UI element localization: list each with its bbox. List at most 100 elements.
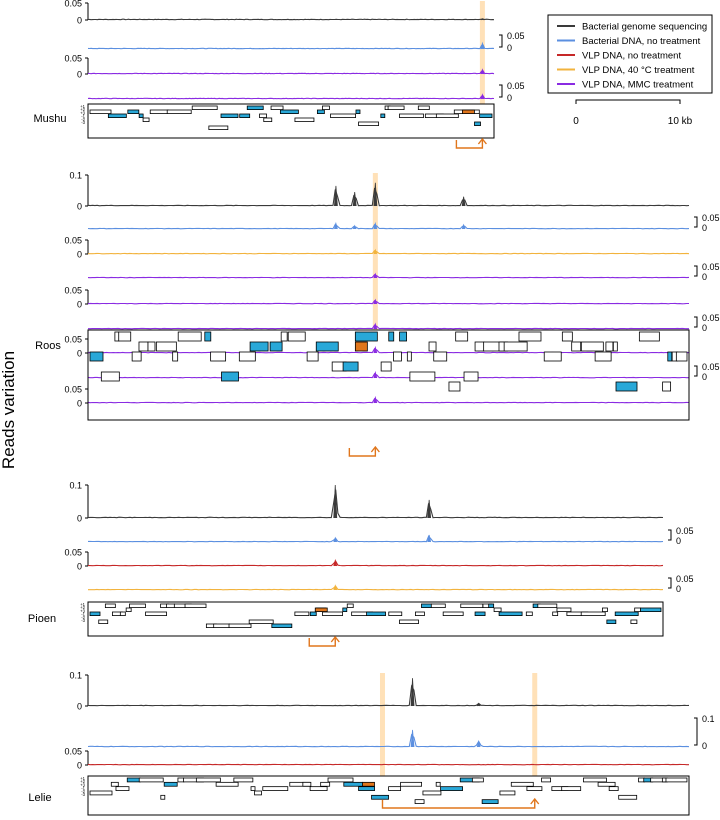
- gene-box: [471, 777, 484, 783]
- track-3: 0.05 0: [64, 747, 689, 771]
- gene-box: [510, 781, 534, 787]
- gene-box: [100, 371, 120, 382]
- gene-box: [327, 777, 354, 783]
- frame-label: +2: [80, 107, 85, 112]
- frame-label: -3: [81, 618, 85, 623]
- gene-box: [455, 331, 469, 342]
- scale-label-bottom: 0: [702, 372, 707, 382]
- gene-box: [366, 611, 386, 616]
- gene-box: [89, 351, 104, 362]
- gene-box: [543, 351, 562, 362]
- series-line: [88, 585, 664, 591]
- frame-label: +1: [80, 602, 85, 607]
- scale-bar-end-label: 10 kb: [668, 116, 693, 127]
- series-line: [88, 250, 690, 255]
- gene-box: [263, 117, 273, 122]
- track-scale-bracket: [694, 316, 698, 328]
- gene-box: [322, 611, 343, 616]
- gene-box: [435, 113, 459, 118]
- gene-box: [287, 331, 306, 342]
- gene-box: [322, 105, 330, 110]
- data-peak: [373, 370, 378, 379]
- series-line: [88, 535, 664, 543]
- track-1: 0.10: [69, 481, 664, 524]
- gene-box: [518, 331, 542, 342]
- gene-box: [320, 781, 331, 787]
- tick-label: 0.05: [64, 236, 82, 246]
- frame-label: -3: [81, 120, 85, 125]
- data-peak: [373, 322, 378, 330]
- gene-box: [675, 351, 688, 362]
- gene-box: [380, 361, 392, 372]
- gene-map-frame: [87, 775, 690, 816]
- data-peak: [480, 18, 485, 21]
- gene-box: [615, 381, 638, 392]
- gene-box: [213, 623, 231, 628]
- data-peak: [476, 702, 481, 707]
- arrow-head: [530, 797, 540, 805]
- gene-map: +1+2+3-1-2-3: [80, 775, 690, 816]
- gene-box: [594, 351, 612, 362]
- gene-box: [640, 607, 662, 612]
- track-scale-bracket: [694, 216, 698, 228]
- tick-label: 0: [77, 250, 82, 260]
- gene-box: [228, 623, 252, 628]
- data-peak: [480, 41, 485, 50]
- series-line: [87, 95, 495, 100]
- special-gene-box: [362, 781, 375, 787]
- tick-label: 0.05: [64, 548, 82, 558]
- data-peak: [333, 484, 338, 519]
- gene-box: [271, 623, 293, 628]
- gene-box: [149, 109, 169, 114]
- gene-box: [98, 619, 109, 624]
- gene-box: [481, 799, 499, 804]
- gene-box: [249, 341, 269, 352]
- frame-label: -2: [81, 117, 85, 122]
- scale-label-bottom: 0: [702, 272, 707, 282]
- gene-box: [474, 611, 486, 616]
- gene-box: [618, 794, 638, 800]
- gene-map: +1+2+3-1-2-3: [80, 601, 664, 647]
- gene-box: [131, 351, 142, 362]
- tick-label: 0.05: [64, 0, 82, 9]
- scale-label-bottom: 0: [676, 584, 681, 594]
- series-line: [87, 397, 690, 404]
- gene-box: [371, 794, 389, 800]
- gene-box: [306, 351, 319, 362]
- gene-box: [380, 113, 386, 118]
- gene-box: [355, 109, 361, 114]
- gene-box: [246, 105, 264, 110]
- gene-box: [110, 781, 119, 787]
- gene-box: [414, 799, 425, 804]
- scale-label-top: 0.05: [702, 313, 720, 323]
- gene-box: [606, 619, 617, 624]
- track-4: 0.05 0: [87, 81, 525, 103]
- gene-box: [354, 331, 378, 342]
- track-3: 0.05 0: [64, 236, 690, 260]
- scale-label-bottom: 0: [702, 323, 707, 333]
- series-line: [87, 684, 690, 707]
- gene-box: [129, 603, 146, 608]
- series-line: [88, 324, 689, 330]
- gene-box: [294, 117, 315, 122]
- gene-box: [125, 607, 132, 612]
- frame-label: +2: [80, 779, 85, 784]
- track-2: 0.10: [87, 714, 715, 751]
- gene-box: [417, 105, 430, 110]
- track-6: 0.050: [88, 313, 720, 333]
- gene-box: [204, 331, 212, 342]
- data-peak: [333, 558, 338, 567]
- gene-box: [561, 331, 573, 342]
- gene-box: [155, 341, 177, 352]
- gene-box: [479, 113, 493, 118]
- gene-box: [634, 607, 642, 612]
- track-8: 0.050: [87, 362, 720, 382]
- frame-label: +1: [80, 104, 85, 109]
- frame-label: +3: [80, 782, 85, 787]
- gene-box: [342, 607, 348, 612]
- gene-box: [463, 371, 479, 382]
- gene-box: [583, 777, 607, 783]
- gene-box: [145, 611, 167, 616]
- frame-label: -2: [81, 789, 85, 794]
